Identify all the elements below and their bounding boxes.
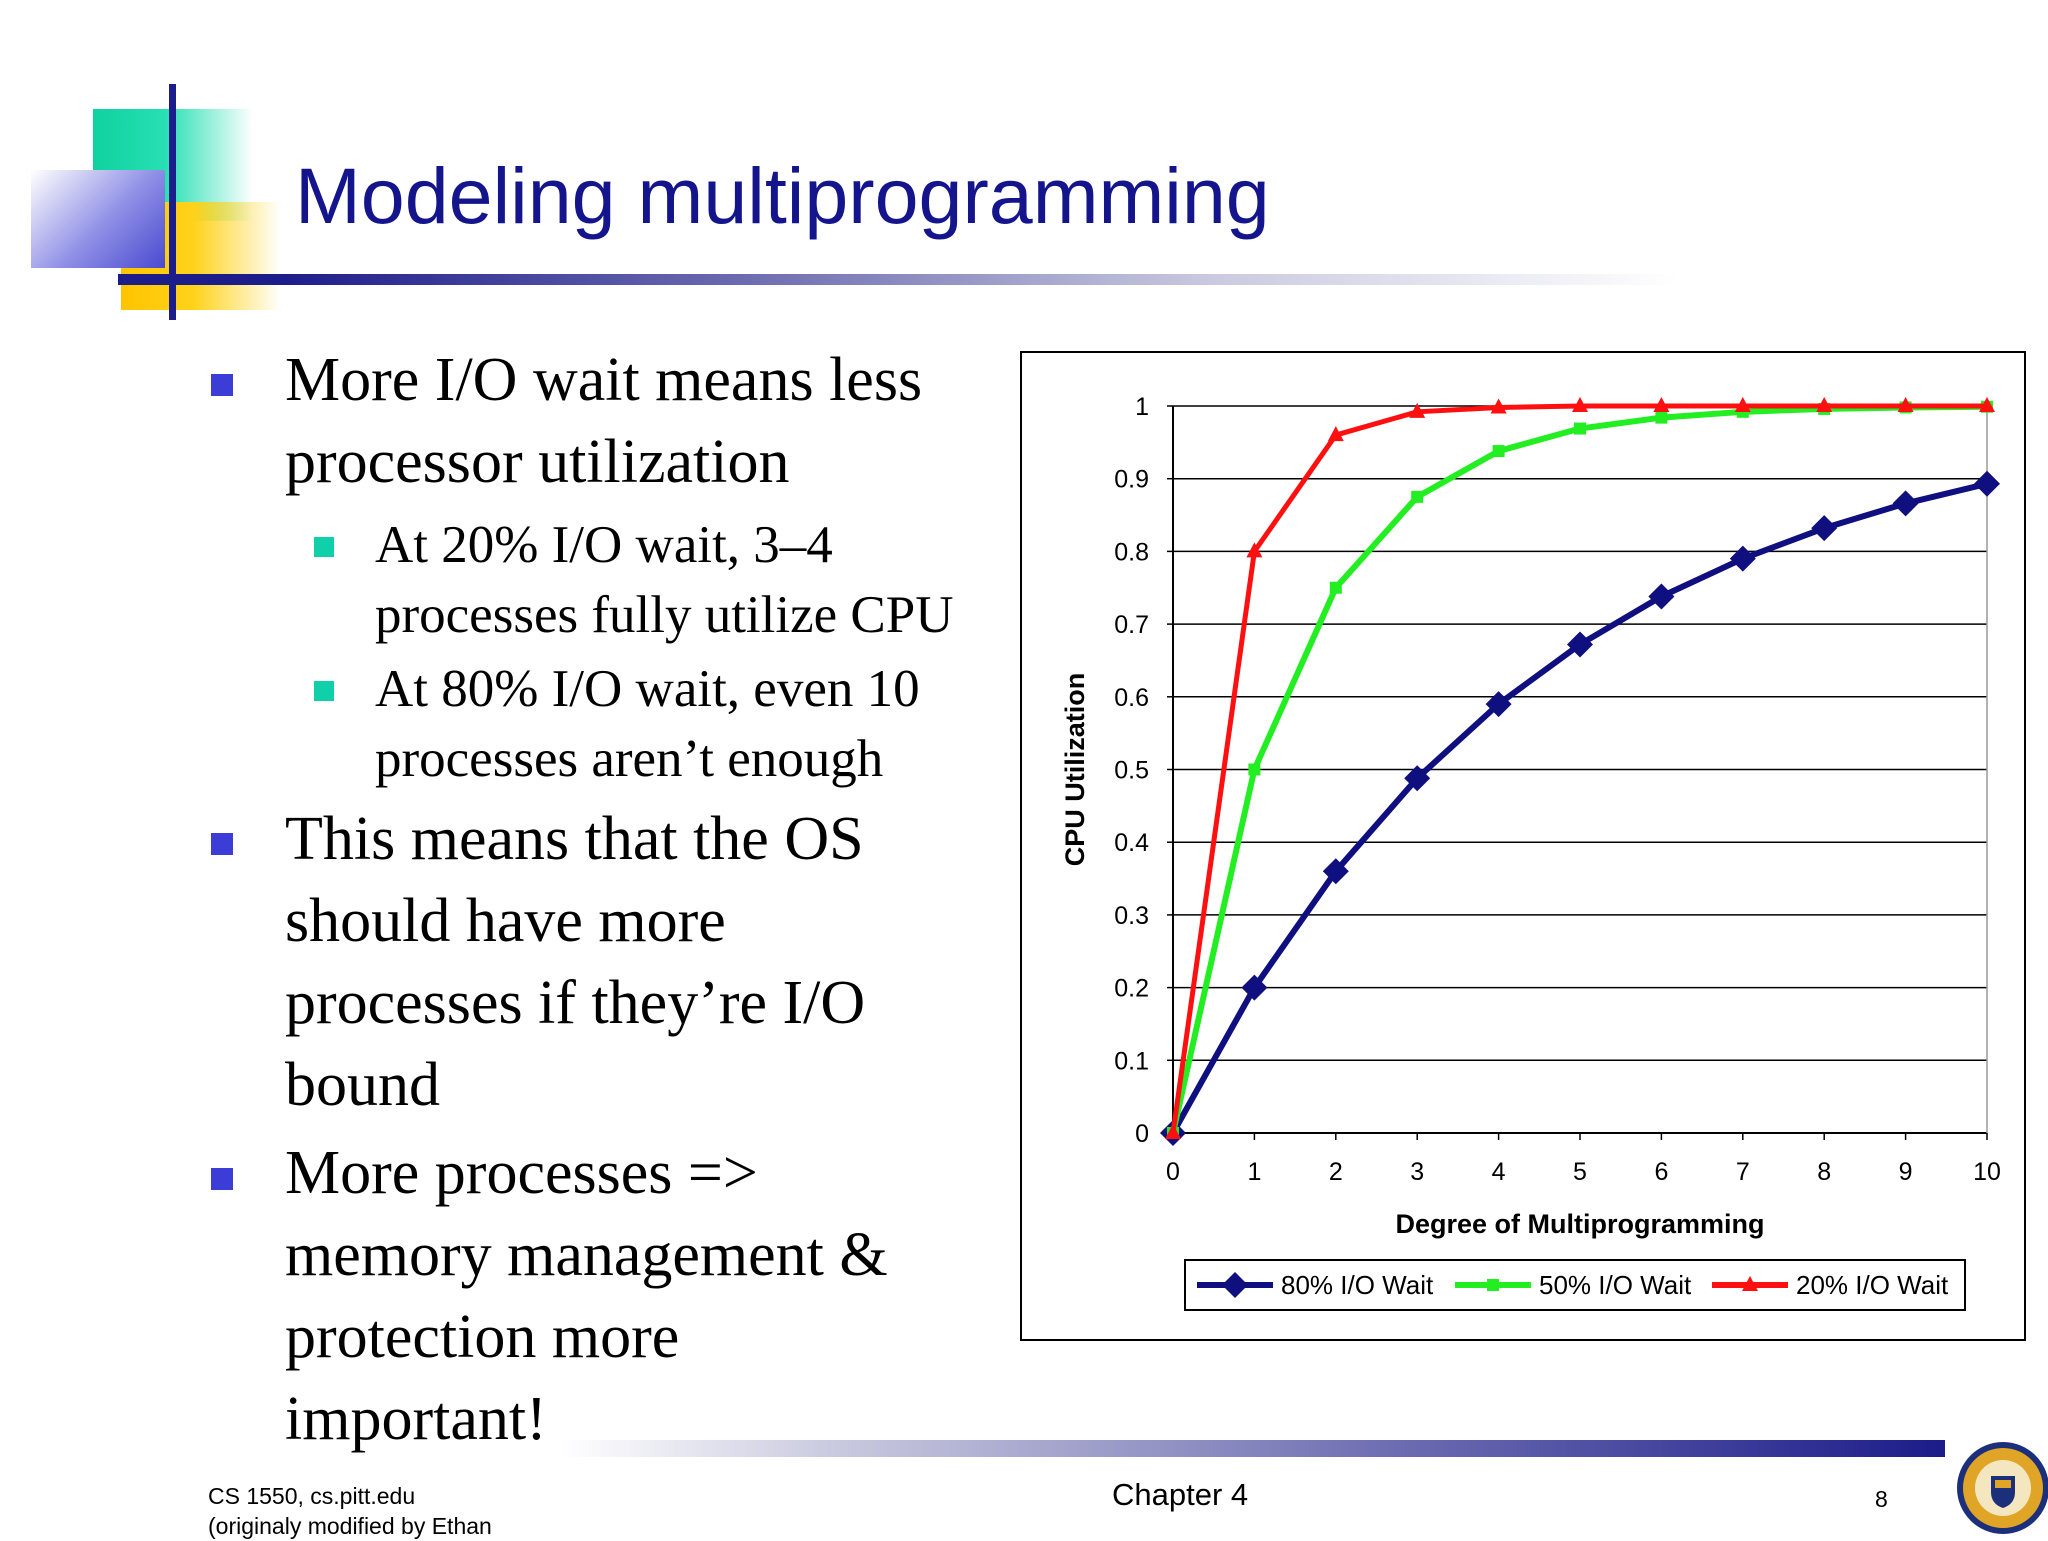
- x-tick-label: 6: [1654, 1158, 1668, 1186]
- decor-blue-square: [31, 170, 165, 268]
- bullet-1-line-2: processor utilization: [285, 428, 790, 496]
- x-tick-label: 0: [1166, 1158, 1180, 1186]
- bullet-3-line-4: important!: [285, 1385, 547, 1453]
- footer-course-info: CS 1550, cs.pitt.edu (originaly modified…: [208, 1481, 492, 1541]
- legend-label: 50% I/O Wait: [1539, 1270, 1692, 1300]
- y-tick-label: 0.1: [1114, 1047, 1149, 1075]
- data-point-marker: [1572, 397, 1588, 412]
- y-tick-label: 0.9: [1114, 466, 1149, 494]
- sub-bullet-square-icon: [314, 681, 334, 701]
- decor-vertical-bar: [169, 84, 176, 320]
- series-line-1: [1170, 480, 1988, 1135]
- data-point-marker: [1485, 691, 1512, 718]
- sub-bullet-2-line-2: processes aren’t enough: [375, 730, 884, 788]
- data-point-marker: [1246, 542, 1263, 558]
- sub-bullet-1-line-1: At 20% I/O wait, 3–4: [375, 516, 833, 574]
- legend-label: 80% I/O Wait: [1281, 1270, 1434, 1300]
- title-underline-bar: [118, 274, 1678, 285]
- x-tick-label: 1: [1247, 1158, 1261, 1186]
- data-point-marker: [1327, 426, 1344, 442]
- data-point-marker: [1492, 445, 1505, 458]
- data-point-marker: [1655, 411, 1668, 424]
- y-axis-title: CPU Utilization: [1060, 673, 1090, 867]
- x-tick-label: 10: [1973, 1158, 2001, 1186]
- data-point-marker: [1248, 763, 1261, 776]
- data-point-marker: [1567, 631, 1593, 658]
- data-point-marker: [1653, 397, 1670, 412]
- bullet-2-line-2: should have more: [285, 887, 726, 955]
- footer-divider-bar: [560, 1440, 1945, 1457]
- data-point-marker: [1811, 515, 1838, 542]
- data-point-marker: [1897, 397, 1914, 412]
- legend-label: 20% I/O Wait: [1796, 1270, 1949, 1300]
- bullet-2-line-4: bound: [285, 1051, 440, 1119]
- y-tick-label: 1: [1135, 393, 1149, 421]
- sub-bullet-1-line-2: processes fully utilize CPU: [375, 586, 954, 644]
- sub-bullet-item-2: At 80% I/O wait, even 10 processes aren’…: [375, 654, 1015, 794]
- data-point-marker: [1329, 581, 1342, 594]
- x-tick-label: 7: [1736, 1158, 1750, 1186]
- bullet-3-line-3: protection more: [285, 1303, 680, 1371]
- legend-swatch-marker: [1222, 1272, 1248, 1298]
- data-point-marker: [1648, 583, 1675, 610]
- data-point-marker: [1241, 974, 1268, 1001]
- bullet-square-icon: [211, 833, 233, 855]
- university-seal-logo: [1957, 1442, 2048, 1534]
- x-tick-label: 4: [1492, 1158, 1506, 1186]
- data-point-marker: [1404, 765, 1431, 792]
- footer-course-line-2: (originaly modified by Ethan: [208, 1513, 492, 1539]
- y-tick-label: 0.3: [1114, 902, 1149, 930]
- y-tick-label: 0.6: [1114, 684, 1149, 712]
- y-tick-label: 0.4: [1114, 829, 1149, 857]
- x-axis-title: Degree of Multiprogramming: [1395, 1209, 1764, 1239]
- data-point-marker: [1165, 1124, 1181, 1139]
- data-point-marker: [1974, 470, 2000, 497]
- bullet-square-icon: [211, 1168, 233, 1190]
- bullet-item-3: More processes => memory management & pr…: [285, 1132, 1025, 1460]
- sub-bullet-item-1: At 20% I/O wait, 3–4 processes fully uti…: [375, 510, 1015, 650]
- bullet-item-1: More I/O wait means less processor utili…: [285, 339, 1025, 503]
- sub-bullet-2-line-1: At 80% I/O wait, even 10: [375, 660, 920, 718]
- data-point-marker: [1490, 398, 1507, 414]
- y-tick-label: 0.5: [1114, 757, 1149, 785]
- bullet-item-2: This means that the OS should have more …: [285, 798, 1025, 1126]
- x-tick-label: 3: [1410, 1158, 1424, 1186]
- slide-title: Modeling multiprogramming: [295, 151, 1270, 240]
- y-tick-label: 0.7: [1114, 611, 1149, 639]
- sub-bullet-square-icon: [314, 537, 334, 557]
- data-point-marker: [1979, 397, 1995, 412]
- x-tick-label: 8: [1817, 1158, 1831, 1186]
- data-point-marker: [1322, 858, 1349, 885]
- footer-chapter: Chapter 4: [1112, 1477, 1249, 1512]
- bullet-square-icon: [211, 374, 233, 396]
- data-point-marker: [1729, 545, 1756, 572]
- x-tick-label: 2: [1329, 1158, 1343, 1186]
- legend-swatch-marker: [1487, 1279, 1499, 1291]
- x-tick-label: 5: [1573, 1158, 1587, 1186]
- page-number: 8: [1875, 1486, 1888, 1512]
- bullet-1-line-1: More I/O wait means less: [285, 346, 923, 414]
- data-point-marker: [1409, 402, 1426, 418]
- y-tick-label: 0.8: [1114, 538, 1149, 566]
- y-tick-label: 0.2: [1114, 975, 1149, 1003]
- chart-canvas: 00.10.20.30.40.50.60.70.80.910 1 2 3 4 5 6 7 8 9 1…: [1060, 393, 2001, 1311]
- bullet-2-line-3: processes if they’re I/O: [285, 969, 866, 1037]
- legend-swatch-marker: [1742, 1276, 1758, 1291]
- data-point-marker: [1892, 490, 1919, 517]
- legend-box: [1184, 1259, 1966, 1311]
- data-point-marker: [1411, 490, 1424, 503]
- data-point-marker: [1734, 397, 1751, 412]
- bullet-3-line-1: More processes =>: [285, 1139, 758, 1207]
- data-point-marker: [1816, 397, 1833, 412]
- footer-course-line-1: CS 1550, cs.pitt.edu: [208, 1483, 416, 1509]
- bullet-2-line-1: This means that the OS: [285, 805, 864, 873]
- x-tick-label: 9: [1899, 1158, 1913, 1186]
- cpu-utilization-chart: 0 0.1 0.2 0.3 0.4 0.5 0.6 0.7 0.8 0.9 1 0 1 2 3 4 5 6 7 8 9 1…: [1020, 351, 2026, 1341]
- bullet-3-line-2: memory management &: [285, 1221, 888, 1289]
- y-tick-label: 0: [1135, 1120, 1149, 1148]
- data-point-marker: [1574, 422, 1586, 435]
